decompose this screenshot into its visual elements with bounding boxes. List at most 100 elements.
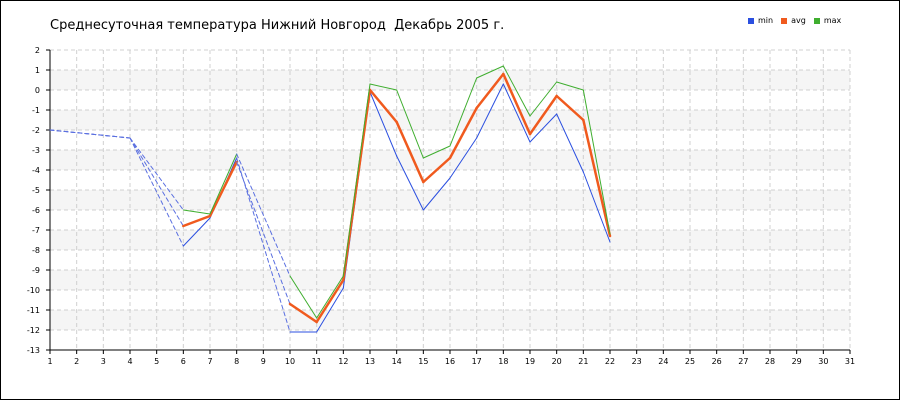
x-tick-label: 26 <box>712 357 722 366</box>
grid-band <box>50 150 850 170</box>
series-max-segment <box>449 77 478 147</box>
series-min-segment <box>316 287 344 333</box>
series-min-segment <box>449 137 478 179</box>
x-tick-label: 16 <box>445 357 455 366</box>
x-tick-label: 22 <box>605 357 615 366</box>
series-avg-segment <box>395 120 425 184</box>
x-tick-label: 1 <box>47 357 52 366</box>
x-tick-label: 30 <box>818 357 828 366</box>
series-max-segment <box>529 81 558 117</box>
legend-label-min: min <box>758 16 774 25</box>
series-max-segment <box>316 275 344 319</box>
x-tick-label: 18 <box>498 357 508 366</box>
series-max-segment <box>556 81 584 91</box>
series-max-segment <box>369 83 398 91</box>
x-tick-label: 27 <box>738 357 748 366</box>
series-max-segment <box>182 209 211 215</box>
legend-item-avg: avg <box>781 16 806 25</box>
x-tick-label: 25 <box>685 357 695 366</box>
series-avg-segment <box>315 278 345 324</box>
series-max-segment <box>422 145 451 159</box>
grid-band <box>50 270 850 290</box>
series-max-segment <box>582 89 611 235</box>
series-min-segment <box>556 113 584 173</box>
series-min-segment <box>182 217 211 247</box>
series-min-segment <box>396 155 424 211</box>
y-tick-label: -5 <box>32 186 40 195</box>
x-tick-label: 12 <box>338 357 348 366</box>
x-tick-label: 13 <box>365 357 375 366</box>
series-max-segment <box>49 129 131 139</box>
series-max-segment <box>289 275 318 319</box>
y-tick-label: -7 <box>32 226 40 235</box>
x-tick-label: 4 <box>127 357 132 366</box>
legend-item-min: min <box>748 16 773 25</box>
y-tick-label: -4 <box>32 166 40 175</box>
x-tick-label: 17 <box>472 357 482 366</box>
series-avg-segment <box>129 137 184 227</box>
y-tick-label: -3 <box>32 146 40 155</box>
series-max-segment <box>502 65 531 117</box>
legend-swatch-avg <box>781 17 788 24</box>
legend-swatch-max <box>813 17 820 24</box>
x-tick-label: 14 <box>392 357 402 366</box>
x-tick-label: 31 <box>845 357 855 366</box>
y-tick-label: -1 <box>32 106 40 115</box>
series-avg-segment <box>502 72 532 136</box>
x-tick-label: 11 <box>312 357 322 366</box>
legend-item-max: max <box>813 16 841 25</box>
series-min-segment <box>529 113 558 143</box>
series-max-segment <box>396 89 424 159</box>
x-tick-label: 23 <box>632 357 642 366</box>
legend-swatch-min <box>748 17 754 24</box>
y-tick-label: -2 <box>32 126 40 135</box>
series-avg-segment <box>528 94 558 136</box>
x-tick-label: 28 <box>765 357 775 366</box>
series-min-segment <box>129 137 184 247</box>
series-avg-segment <box>555 94 585 122</box>
series-avg-segment <box>342 88 372 282</box>
x-tick-label: 29 <box>792 357 802 366</box>
series-min-segment <box>422 177 451 211</box>
y-tick-label: 2 <box>35 46 40 55</box>
y-tick-label: -6 <box>32 206 40 215</box>
y-tick-label: 0 <box>35 86 40 95</box>
x-tick-label: 10 <box>285 357 295 366</box>
series-min-segment <box>502 83 531 143</box>
series-avg-segment <box>582 118 612 238</box>
y-tick-label: -8 <box>32 246 40 255</box>
y-tick-label: -10 <box>27 286 40 295</box>
x-tick-label: 8 <box>234 357 239 366</box>
series-avg-segment <box>208 160 238 218</box>
series-min-segment <box>582 171 611 243</box>
series-max-segment <box>209 153 238 215</box>
series-max-segment <box>236 153 291 277</box>
series-avg-segment <box>448 106 478 160</box>
x-tick-label: 24 <box>658 357 668 366</box>
chart-title: Среднесуточная температура Нижний Новгор… <box>50 18 505 33</box>
series-avg-segment <box>475 72 505 110</box>
legend-label-avg: avg <box>791 16 806 25</box>
series-avg-segment <box>182 214 212 228</box>
series-avg-segment <box>368 88 398 124</box>
x-tick-label: 21 <box>578 357 588 366</box>
legend: min avg max <box>748 16 849 25</box>
x-tick-label: 6 <box>181 357 186 366</box>
x-tick-label: 3 <box>101 357 106 366</box>
y-tick-label: -11 <box>27 306 40 315</box>
y-tick-label: -9 <box>32 266 40 275</box>
x-tick-label: 20 <box>552 357 562 366</box>
series-min-segment <box>49 129 131 139</box>
x-tick-label: 19 <box>525 357 535 366</box>
series-min-segment <box>476 83 504 139</box>
y-tick-label: 1 <box>35 66 40 75</box>
series-max-segment <box>129 137 184 211</box>
series-avg-segment <box>288 302 318 324</box>
series-min-segment <box>369 91 398 157</box>
y-tick-label: -12 <box>27 326 40 335</box>
y-tick-label: -13 <box>27 346 40 355</box>
series-avg-segment <box>236 161 291 305</box>
x-tick-label: 5 <box>154 357 159 366</box>
